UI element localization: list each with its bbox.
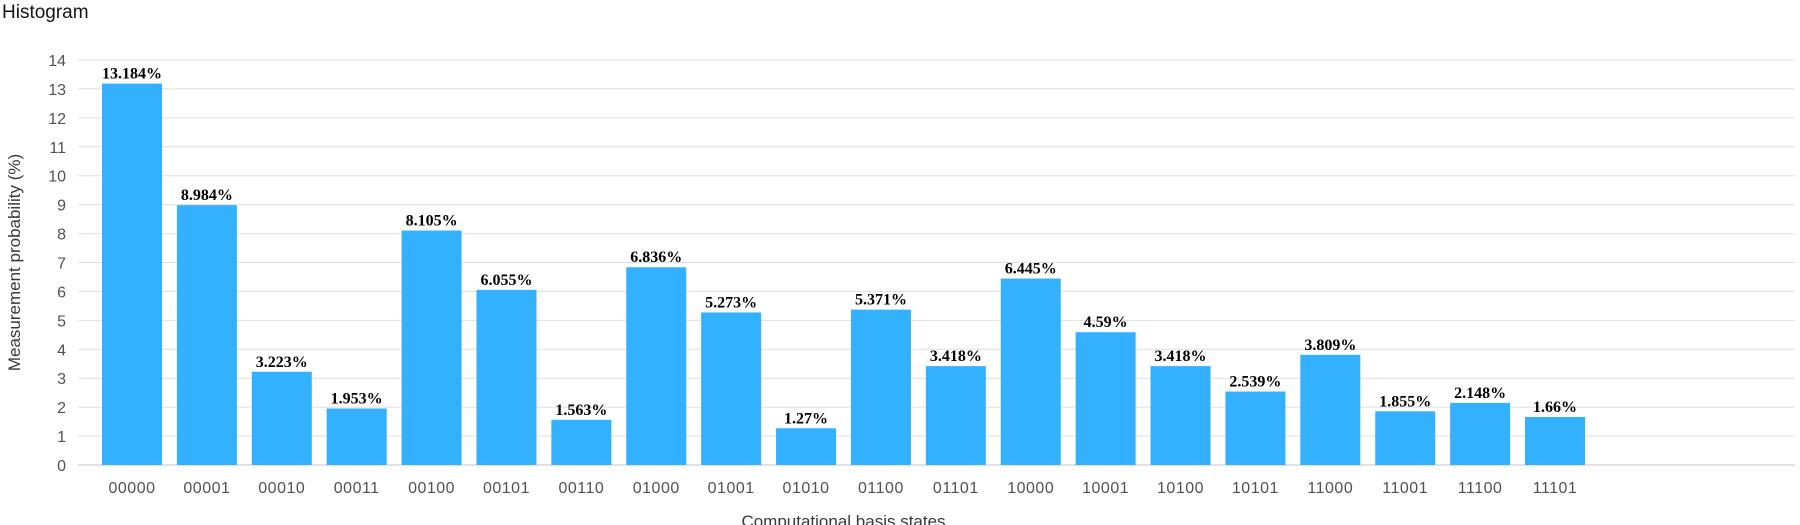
y-tick-label: 2	[57, 400, 66, 417]
y-tick-label: 12	[48, 111, 66, 128]
bar-00101	[476, 289, 537, 465]
bar-00001	[176, 205, 237, 465]
data-label-10101: 2.539%	[1229, 374, 1281, 391]
x-tick-label-11000: 11000	[1307, 480, 1353, 497]
x-tick-label-11001: 11001	[1382, 480, 1428, 497]
x-axis-label: Computational basis states	[741, 512, 945, 525]
bar-11001	[1375, 411, 1436, 465]
y-tick-label: 0	[57, 458, 66, 475]
x-tick-label-01010: 01010	[783, 480, 830, 497]
x-tick-label-01000: 01000	[633, 480, 680, 497]
x-tick-label-01001: 01001	[708, 480, 755, 497]
bar-11100	[1450, 402, 1511, 465]
x-tick-label-10100: 10100	[1157, 480, 1204, 497]
data-label-00010: 3.223%	[256, 354, 308, 371]
x-tick-label-10000: 10000	[1007, 480, 1054, 497]
x-tick-label-10101: 10101	[1232, 480, 1279, 497]
data-label-01100: 5.371%	[855, 292, 907, 309]
data-label-10000: 6.445%	[1005, 261, 1057, 278]
bar-11000	[1300, 354, 1361, 465]
data-label-01001: 5.273%	[705, 294, 757, 311]
x-axis-ticks: 00000 00001 00010 00011 00100 00101 00110 01000…	[109, 480, 1578, 497]
data-label-00001: 8.984%	[181, 187, 233, 204]
data-label-11001: 1.855%	[1379, 393, 1431, 410]
bar-00110	[551, 419, 612, 465]
x-tick-label-01100: 01100	[858, 480, 904, 497]
bar-10100	[1150, 366, 1211, 465]
y-tick-label: 13	[48, 82, 66, 99]
data-label-00100: 8.105%	[406, 213, 458, 230]
y-tick-label: 3	[57, 371, 66, 388]
y-tick-label: 7	[57, 256, 66, 273]
data-label-00011: 1.953%	[331, 391, 383, 408]
bar-10000	[1000, 278, 1061, 465]
data-labels: 13.184% 8.984% 3.223% 1.953% 8.105% 6.055% 1.5…	[102, 66, 1577, 428]
x-tick-label-00100: 00100	[408, 480, 455, 497]
y-tick-label: 14	[48, 53, 66, 70]
bar-00000	[102, 83, 162, 465]
y-tick-label: 9	[57, 198, 66, 215]
bar-01001	[701, 312, 762, 465]
x-tick-label-00110: 00110	[558, 480, 604, 497]
bars	[102, 83, 1585, 465]
x-tick-label-00010: 00010	[258, 480, 305, 497]
bar-01100	[850, 309, 911, 465]
data-label-01101: 3.418%	[930, 348, 982, 365]
chart-title: Histogram	[2, 2, 89, 23]
data-label-10001: 4.59%	[1084, 314, 1128, 331]
data-label-01000: 6.836%	[630, 249, 682, 266]
bar-01000	[626, 267, 687, 465]
data-label-11100: 2.148%	[1454, 385, 1506, 402]
y-tick-label: 4	[57, 342, 66, 359]
bar-01010	[776, 428, 837, 465]
data-label-01010: 1.27%	[784, 410, 828, 427]
data-label-11101: 1.66%	[1533, 399, 1577, 416]
x-tick-label-00000: 00000	[109, 480, 156, 497]
x-tick-label-11101: 11101	[1533, 480, 1578, 497]
y-tick-label: 1	[57, 429, 66, 446]
data-label-11000: 3.809%	[1304, 337, 1356, 354]
data-label-10100: 3.418%	[1155, 348, 1207, 365]
bar-01101	[925, 366, 986, 465]
x-tick-label-00011: 00011	[334, 480, 380, 497]
bar-10101	[1225, 391, 1286, 465]
bar-00011	[326, 408, 387, 465]
x-tick-label-01101: 01101	[933, 480, 979, 497]
y-tick-label: 11	[49, 140, 66, 157]
x-tick-label-00101: 00101	[483, 480, 530, 497]
bar-11101	[1525, 416, 1585, 465]
y-axis-label: Measurement probability (%)	[5, 154, 24, 371]
y-tick-label: 8	[57, 227, 66, 244]
bar-10001	[1075, 332, 1136, 465]
bar-00010	[251, 371, 312, 465]
data-label-00000: 13.184%	[102, 66, 162, 83]
bar-00100	[401, 230, 462, 465]
data-label-00110: 1.563%	[555, 402, 607, 419]
y-tick-label: 5	[57, 313, 66, 330]
x-tick-label-11100: 11100	[1458, 480, 1503, 497]
x-tick-label-10001: 10001	[1082, 480, 1129, 497]
y-tick-label: 6	[57, 284, 66, 301]
x-tick-label-00001: 00001	[183, 480, 230, 497]
data-label-00101: 6.055%	[480, 272, 532, 289]
y-tick-label: 10	[48, 169, 66, 186]
